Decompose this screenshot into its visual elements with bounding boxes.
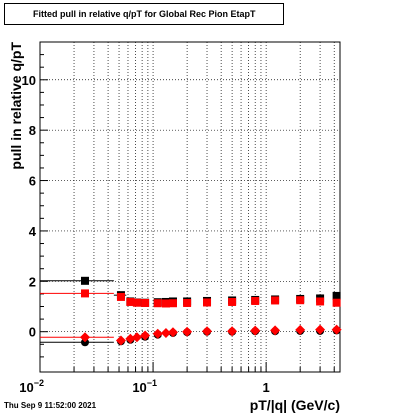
- x-axis-label: pT/|q| (GeV/c): [250, 397, 340, 413]
- data-point: [331, 324, 342, 335]
- data-point: [116, 292, 125, 301]
- data-point: [141, 298, 150, 307]
- series-1: [40, 289, 341, 308]
- plot-frame: [39, 41, 341, 373]
- data-point: [115, 335, 126, 346]
- data-point: [79, 332, 90, 343]
- x-tick-label: 10−1: [132, 378, 157, 395]
- data-point: [250, 325, 261, 336]
- data-point: [228, 297, 237, 306]
- y-tick-label: 10: [22, 73, 36, 88]
- data-point: [167, 327, 178, 338]
- x-tick-label: 1: [263, 380, 270, 395]
- data-point: [271, 296, 280, 305]
- data-point: [332, 298, 341, 307]
- data-point: [202, 326, 213, 337]
- data-point: [132, 298, 141, 307]
- data-point: [160, 327, 171, 338]
- data-point: [80, 338, 89, 347]
- x-tick-label: 10−2: [19, 378, 44, 395]
- data-point: [131, 332, 142, 343]
- data-point: [168, 299, 177, 308]
- data-point: [183, 298, 192, 307]
- y-tick-label: 6: [29, 174, 36, 189]
- data-point: [332, 291, 341, 300]
- chart-title: Fitted pull in relative q/pT for Global …: [33, 9, 256, 19]
- data-point: [126, 297, 135, 306]
- data-point: [227, 326, 238, 337]
- data-point: [295, 324, 306, 335]
- data-point: [316, 297, 325, 306]
- data-point: [140, 330, 151, 341]
- data-point: [203, 298, 212, 307]
- y-tick-label: 2: [29, 274, 36, 289]
- data-point: [251, 296, 260, 305]
- data-point: [80, 276, 89, 285]
- y-tick-label: 4: [29, 224, 37, 239]
- y-axis-label: pull in relative q/pT: [8, 42, 24, 170]
- data-point: [153, 299, 162, 308]
- data-point: [152, 328, 163, 339]
- data-point: [296, 296, 305, 305]
- data-point: [315, 324, 326, 335]
- series-3: [40, 324, 342, 346]
- data-point: [125, 333, 136, 344]
- data-point: [80, 289, 89, 298]
- data-point: [161, 299, 170, 308]
- y-tick-label: 0: [29, 325, 36, 340]
- chart-title-box: Fitted pull in relative q/pT for Global …: [4, 3, 284, 25]
- data-point: [182, 326, 193, 337]
- timestamp: Thu Sep 9 11:52:00 2021: [4, 401, 97, 410]
- data-point: [270, 325, 281, 336]
- y-tick-label: 8: [29, 123, 36, 138]
